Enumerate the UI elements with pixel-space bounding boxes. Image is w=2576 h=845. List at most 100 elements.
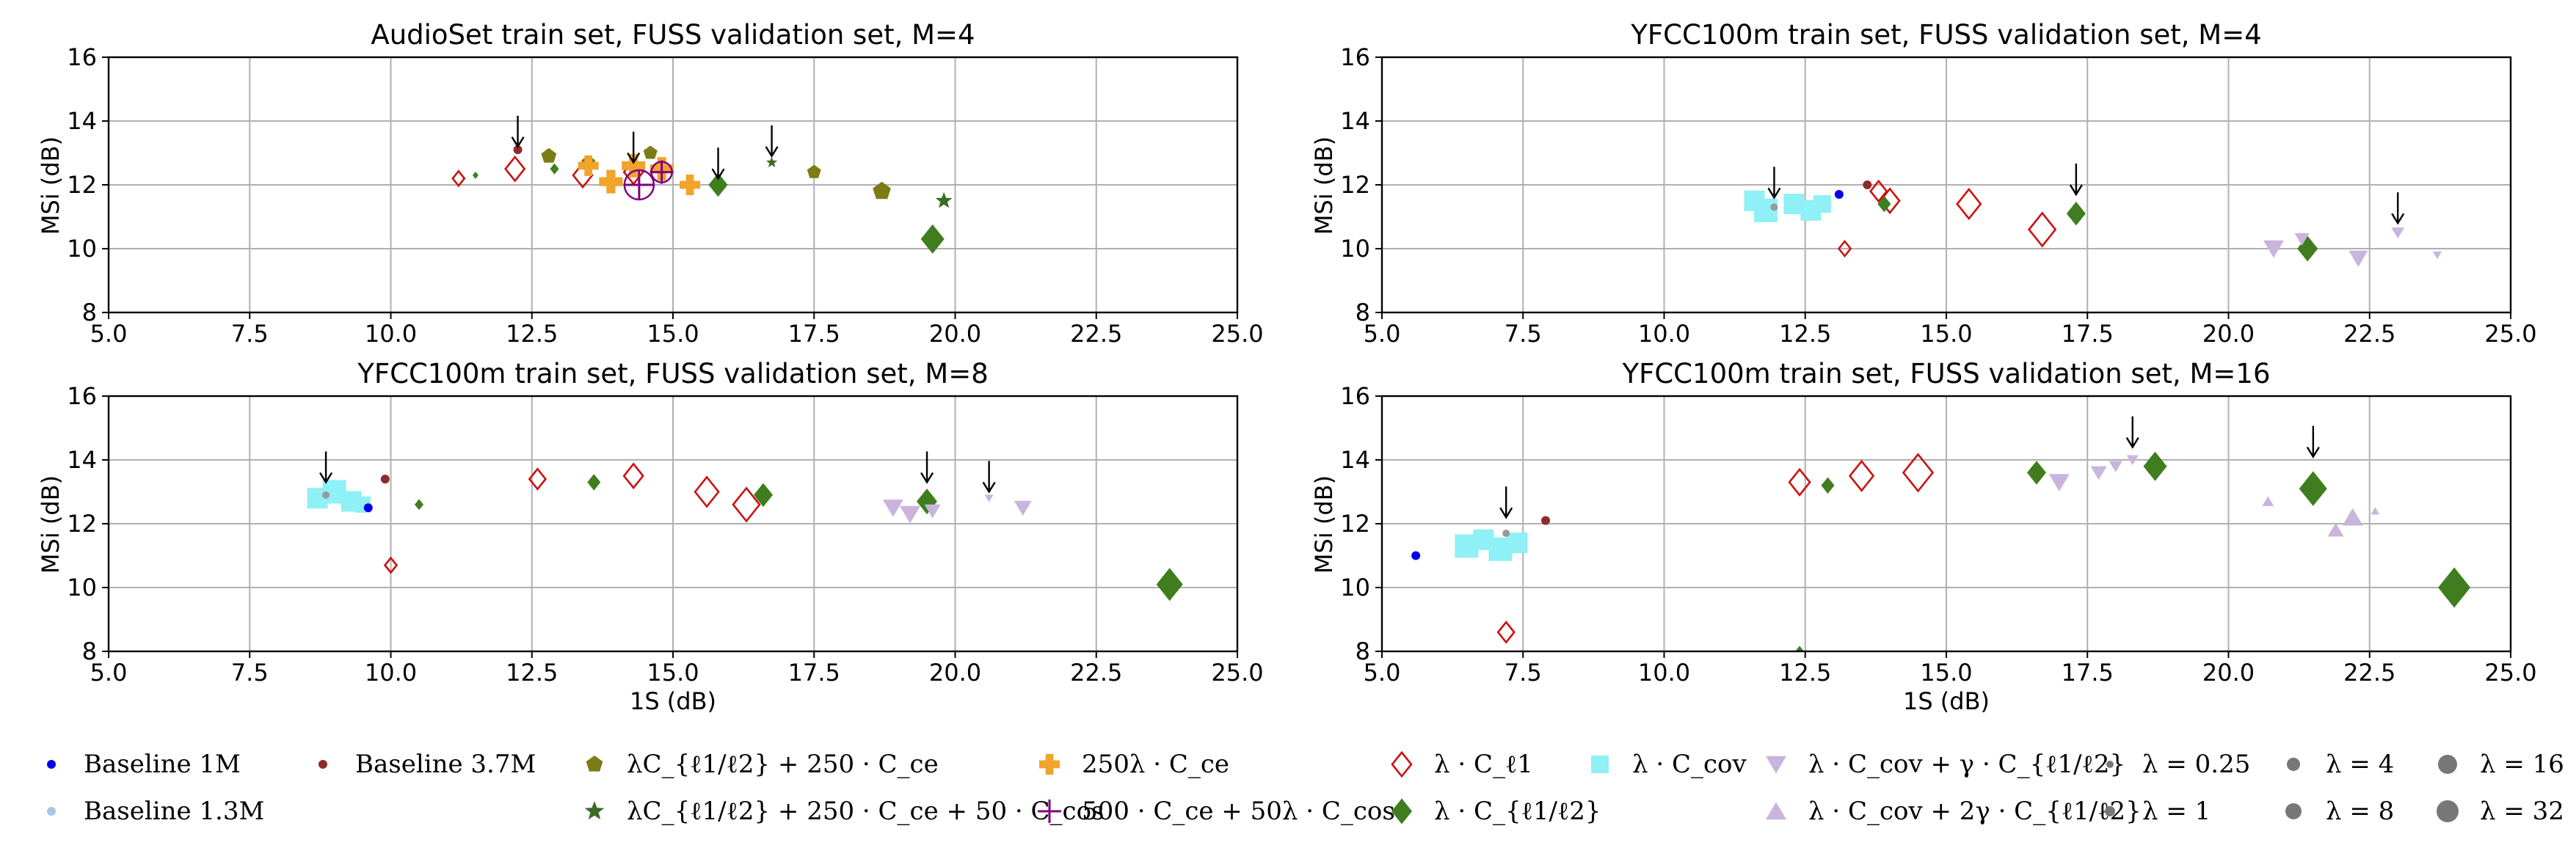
marker-diamond — [920, 224, 945, 254]
legend-label: Baseline 3.7M — [355, 750, 536, 779]
legend-item: λC_{ℓ1/ℓ2} + 250 · C_ce — [580, 745, 939, 783]
legend-label: λ · C_ℓ1 — [1434, 750, 1533, 779]
marker-diamond-open — [622, 462, 644, 490]
marker-tri-up — [1766, 802, 1786, 820]
y-tick-label: 14 — [1340, 107, 1370, 135]
marker-circle — [2437, 800, 2459, 822]
marker-diamond — [587, 474, 601, 491]
marker-diamond — [2143, 451, 2167, 481]
legend-marker-icon — [1039, 754, 1060, 775]
arrow-annotation — [1499, 486, 1513, 519]
x-tick-label: 7.5 — [1505, 659, 1542, 687]
marker-circle — [2285, 803, 2302, 819]
legend-label: λC_{ℓ1/ℓ2} + 250 · C_ce — [627, 750, 939, 779]
legend-item: λ · C_ℓ1 — [1387, 745, 1533, 783]
x-tick-label: 17.5 — [2062, 659, 2114, 687]
panel-yfcc-m16: 5.0 7.5 10.0 12.5 15.0 17.5 20.0 22.5 25.0 8 10 12 1… — [1310, 358, 2537, 715]
marker-diamond — [708, 172, 728, 197]
x-tick-label: 7.5 — [1505, 320, 1542, 348]
y-tick-label: 12 — [1340, 171, 1370, 199]
arrow-annotation — [2306, 425, 2320, 458]
x-tick-label: 12.5 — [1779, 659, 1831, 687]
marker-circle — [1541, 516, 1551, 525]
legend-label: λC_{ℓ1/ℓ2} + 250 · C_ce + 50 · C_cos — [627, 797, 1105, 826]
marker-tri-up — [2371, 507, 2380, 515]
x-tick-label: 15.0 — [1920, 659, 1972, 687]
legend-marker-icon — [2285, 803, 2302, 819]
marker-plus — [578, 155, 599, 176]
x-tick-label: 25.0 — [2484, 320, 2536, 348]
x-tick-label: 15.0 — [1920, 320, 1972, 348]
plot-area: 5.0 7.5 10.0 12.5 15.0 17.5 20.0 22.5 25.0 8 10 12 1… — [1340, 382, 2536, 687]
y-tick-label: 8 — [82, 637, 97, 665]
y-tick-label: 12 — [67, 171, 97, 199]
marker-tri-down — [984, 494, 994, 502]
marker-circle — [2438, 755, 2457, 774]
marker-diamond — [2299, 471, 2327, 506]
x-tick-label: 10.0 — [1638, 659, 1690, 687]
y-tick-label: 16 — [1340, 382, 1370, 410]
x-tick-label: 22.5 — [2343, 659, 2395, 687]
x-tick-label: 5.0 — [1364, 320, 1401, 348]
y-tick-label: 16 — [67, 43, 97, 71]
y-tick-label: 10 — [1340, 235, 1370, 263]
marker-tri-down — [1766, 756, 1786, 774]
marker-star — [584, 801, 605, 820]
marker-square — [1591, 756, 1609, 773]
marker-circle — [1502, 530, 1510, 538]
legend-label: λ · C_cov — [1632, 750, 1747, 779]
legend-item: 500 · C_ce + 50λ · C_cos — [1035, 792, 1395, 830]
legend-marker-icon — [2437, 800, 2459, 822]
plot-frame — [107, 56, 1239, 314]
x-tick-label: 17.5 — [788, 320, 840, 348]
x-tick-label: 15.0 — [647, 320, 699, 348]
marker-plus — [622, 153, 646, 178]
legend-marker-icon — [319, 760, 327, 769]
data-points — [1744, 179, 2442, 267]
legend-marker-icon — [1766, 756, 1786, 774]
marker-star — [935, 191, 953, 208]
x-tick-label: 10.0 — [365, 659, 417, 687]
legend-marker-icon — [2106, 761, 2114, 768]
marker-tri-down — [2433, 251, 2442, 260]
x-tick-label: 17.5 — [788, 659, 840, 687]
x-tick-label: 20.0 — [929, 320, 981, 348]
legend-label: 500 · C_ce + 50λ · C_cos — [1082, 797, 1395, 826]
plot-frame — [1380, 56, 2512, 314]
x-tick-label: 5.0 — [90, 659, 128, 687]
panel-yfcc-m8: 5.0 7.5 10.0 12.5 15.0 17.5 20.0 22.5 25.0 8 10 12 1… — [37, 358, 1264, 715]
legend-label: λ = 0.25 — [2142, 750, 2251, 779]
marker-diamond-open — [504, 155, 526, 183]
legend-item: λC_{ℓ1/ℓ2} + 250 · C_ce + 50 · C_cos — [580, 792, 1104, 830]
legend: Baseline 1M Baseline 1.3M Baseline 3.7M … — [0, 734, 2576, 845]
marker-diamond-open — [694, 475, 720, 508]
panel-title: YFCC100m train set, FUSS validation set,… — [1630, 19, 2262, 51]
y-tick-label: 16 — [67, 382, 97, 410]
x-tick-label: 22.5 — [2343, 320, 2395, 348]
marker-diamond — [2438, 567, 2471, 608]
legend-label: Baseline 1M — [84, 750, 241, 779]
legend-marker-icon — [2287, 758, 2300, 771]
legend-item: λ = 8 — [2279, 792, 2394, 830]
legend-marker-icon — [586, 756, 603, 772]
legend-marker-icon — [2438, 755, 2457, 774]
legend-item: Baseline 1M — [37, 745, 241, 783]
marker-diamond-open — [1496, 621, 1516, 644]
marker-tri-down — [2048, 474, 2070, 491]
plot-frame — [107, 395, 1239, 653]
marker-tri-down — [2294, 233, 2310, 246]
x-tick-label: 20.0 — [2202, 320, 2255, 348]
x-tick-label: 7.5 — [231, 659, 269, 687]
plot-area: 5.0 7.5 10.0 12.5 15.0 17.5 20.0 22.5 25.0 8 10 12 1… — [67, 382, 1263, 687]
legend-marker-icon — [1391, 750, 1413, 778]
marker-diamond — [1877, 195, 1891, 213]
panel-title: AudioSet train set, FUSS validation set,… — [371, 19, 975, 51]
marker-plus — [680, 175, 701, 195]
x-tick-label: 12.5 — [506, 659, 558, 687]
marker-circle — [363, 503, 373, 513]
marker-diamond — [1156, 568, 1183, 601]
marker-diamond-open — [1956, 188, 1982, 221]
marker-circle — [2106, 761, 2114, 768]
marker-plus — [1039, 754, 1060, 775]
y-tick-label: 14 — [67, 446, 97, 474]
